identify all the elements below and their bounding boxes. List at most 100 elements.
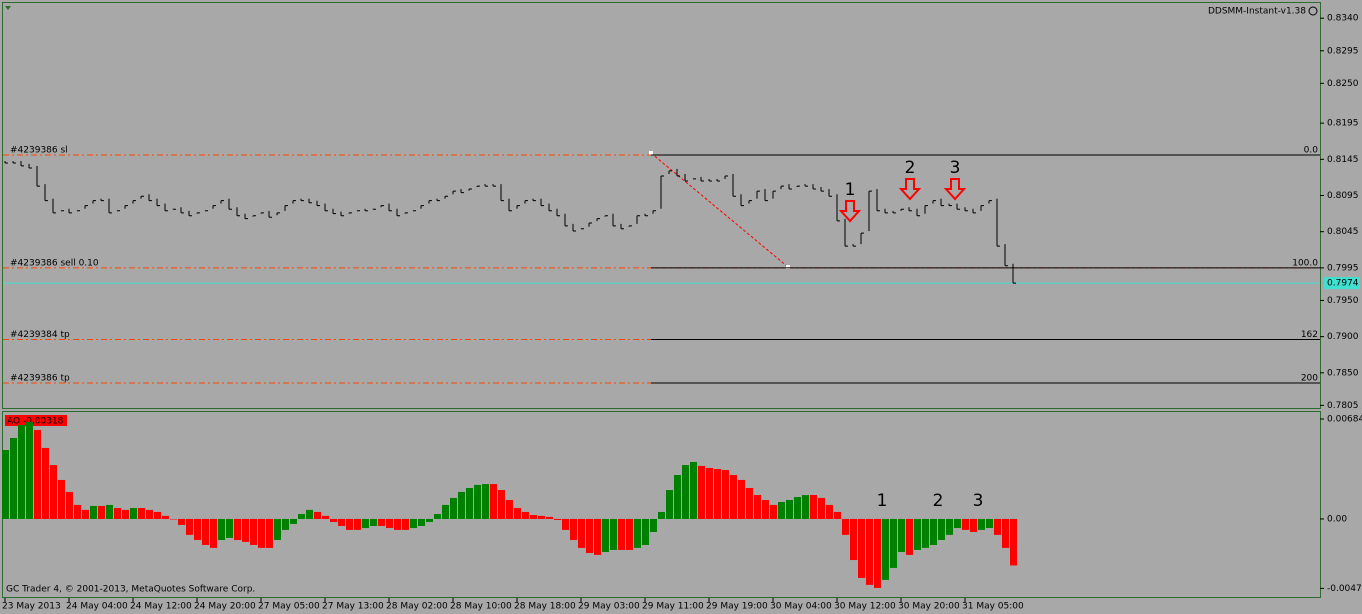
ao-bar bbox=[690, 461, 697, 519]
ao-bar bbox=[82, 509, 89, 519]
ao-bar bbox=[218, 518, 225, 541]
price-bar bbox=[844, 218, 848, 247]
price-bar bbox=[740, 194, 744, 207]
price-bar bbox=[404, 212, 408, 214]
ao-bar bbox=[714, 468, 721, 519]
ao-bar bbox=[770, 504, 777, 519]
ao-bar bbox=[914, 518, 921, 550]
y-tick-label: 0.8045 bbox=[1327, 227, 1359, 237]
price-bar bbox=[484, 184, 488, 187]
y-tick-label: 0.8340 bbox=[1327, 14, 1359, 24]
price-bar bbox=[780, 185, 784, 190]
copyright: GC Trader 4, © 2001-2013, MetaQuotes Sof… bbox=[6, 585, 255, 595]
price-bar bbox=[28, 163, 32, 169]
price-bar bbox=[764, 189, 768, 202]
ao-bar bbox=[682, 465, 689, 519]
arrow-down bbox=[943, 178, 967, 201]
y-tick-label: 0.7950 bbox=[1327, 296, 1359, 306]
panel-menu[interactable] bbox=[5, 6, 11, 10]
x-tick-label: 27 May 05:00 bbox=[258, 602, 320, 612]
price-bar bbox=[836, 194, 840, 222]
ao-bar bbox=[618, 518, 625, 550]
y-tick-label: 0.8250 bbox=[1327, 79, 1359, 89]
ao-bar bbox=[106, 504, 113, 519]
price-bar bbox=[900, 208, 904, 211]
price-bar bbox=[812, 184, 816, 190]
ao-bar bbox=[418, 518, 425, 526]
price-bar bbox=[172, 208, 176, 210]
ao-bar bbox=[74, 504, 81, 519]
ao-bar bbox=[362, 518, 369, 529]
annotation: 1 bbox=[877, 491, 888, 511]
price-bar bbox=[92, 200, 96, 204]
indicator-name: DDSMM-Instant-v1.38 bbox=[1208, 7, 1306, 17]
fib-anchor[interactable] bbox=[786, 265, 790, 269]
y-tick-label: -0.00475 bbox=[1327, 584, 1362, 594]
ao-bar bbox=[210, 518, 217, 548]
annotation: 3 bbox=[973, 491, 984, 511]
price-bar bbox=[100, 198, 104, 202]
ao-bar bbox=[178, 518, 185, 525]
ao-bar bbox=[138, 508, 145, 519]
ao-bar bbox=[970, 518, 977, 532]
price-bar bbox=[108, 198, 112, 214]
ao-bar bbox=[202, 518, 209, 545]
ao-bar bbox=[850, 518, 857, 561]
price-bar bbox=[84, 205, 88, 209]
price-bar bbox=[268, 210, 272, 218]
ao-bar bbox=[930, 518, 937, 545]
x-tick-label: 29 May 19:00 bbox=[706, 602, 768, 612]
price-bar bbox=[468, 188, 472, 191]
ao-bar bbox=[978, 518, 985, 530]
ao-bar bbox=[1010, 518, 1017, 566]
x-tick-label: 24 May 20:00 bbox=[194, 602, 256, 612]
price-bar bbox=[772, 190, 776, 199]
price-bar bbox=[884, 208, 888, 214]
ao-bar bbox=[186, 518, 193, 535]
ao-bar bbox=[706, 467, 713, 519]
ao-bar bbox=[378, 518, 385, 526]
price-bar bbox=[156, 198, 160, 207]
x-tick-label: 30 May 12:00 bbox=[834, 602, 896, 612]
price-bar bbox=[220, 200, 224, 204]
ao-bar bbox=[146, 509, 153, 519]
ao-bar bbox=[114, 508, 121, 519]
y-tick-label: 0.7995 bbox=[1327, 263, 1359, 273]
ao-bar bbox=[26, 422, 33, 519]
ao-label-box bbox=[5, 415, 67, 426]
price-bar bbox=[444, 195, 448, 199]
price-bar bbox=[372, 208, 376, 210]
ao-bar bbox=[426, 518, 433, 523]
price-bar bbox=[652, 210, 656, 214]
x-tick-label: 24 May 04:00 bbox=[66, 602, 128, 612]
ao-bar bbox=[266, 518, 273, 548]
price-bar bbox=[716, 179, 720, 182]
ao-bar bbox=[650, 518, 657, 532]
price-bar bbox=[588, 222, 592, 227]
annotation: 2 bbox=[933, 491, 944, 511]
ao-bar bbox=[242, 518, 249, 542]
price-bar bbox=[364, 208, 368, 212]
ao-bar bbox=[442, 504, 449, 519]
y-tick-label: 0.00 bbox=[1327, 514, 1347, 524]
ao-bar bbox=[50, 465, 57, 519]
ao-bar bbox=[122, 509, 129, 519]
price-bar bbox=[340, 211, 344, 217]
ao-bar bbox=[2, 449, 9, 519]
price-bar bbox=[820, 186, 824, 192]
fib-anchor[interactable] bbox=[649, 151, 653, 155]
price-bar bbox=[748, 200, 752, 204]
ao-bar bbox=[386, 518, 393, 529]
ao-bar bbox=[370, 518, 377, 526]
smiley bbox=[1308, 6, 1318, 16]
price-bar bbox=[892, 210, 896, 214]
price-bar bbox=[20, 160, 24, 167]
ao-bar bbox=[530, 515, 537, 519]
ao-bar bbox=[290, 518, 297, 524]
order-label: #4239384 tp bbox=[10, 330, 70, 340]
ao-bar bbox=[410, 518, 417, 529]
order-label: #4239386 sell 0.10 bbox=[10, 258, 99, 268]
ao-bar bbox=[626, 518, 633, 550]
price-bar bbox=[164, 203, 168, 212]
